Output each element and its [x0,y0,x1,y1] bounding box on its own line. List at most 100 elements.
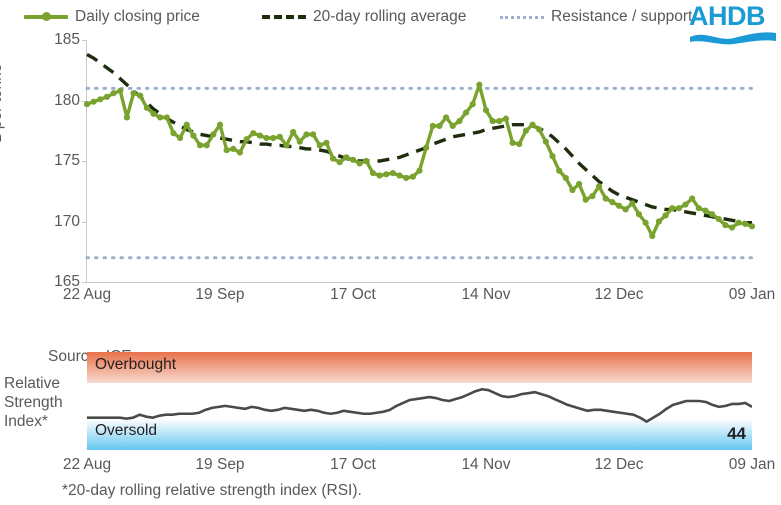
y-tick-mark-175 [82,161,87,162]
price-point [123,114,130,121]
price-point [496,117,503,125]
rsi-x-tick-5: 09 Jan [728,456,776,473]
price-point [157,114,164,121]
price-point [230,145,237,152]
oversold-label: Oversold [95,422,158,439]
price-point [263,134,270,142]
rsi-x-tick-4: 12 Dec [594,456,644,473]
price-point [722,222,729,229]
legend-label-resistance-support: Resistance / support [551,8,693,25]
rsi-series-svg [87,387,752,423]
price-point [250,130,257,137]
price-point [615,202,623,209]
price-point [349,156,357,163]
price-point [163,114,170,121]
price-point [549,153,556,160]
x-tick-3: 14 Nov [461,286,511,303]
price-point [369,170,377,177]
price-point [642,219,649,226]
price-point [276,133,283,140]
y-tick-175: 175 [54,152,80,169]
y-tick-180: 180 [54,91,80,109]
legend-swatch-solid-line-icon [24,12,68,21]
price-point [669,205,676,212]
rsi-axis-title: Relative Strength Index* [4,374,84,431]
overbought-band [87,352,752,383]
rsi-x-tick-2: 17 Oct [330,456,376,473]
price-plot-area [83,40,756,282]
rsi-footnote: *20-day rolling relative strength index … [62,482,362,499]
price-point [243,136,250,143]
price-point [443,114,450,121]
price-point [196,142,204,149]
rsi-line [87,387,752,423]
price-point [416,167,423,174]
x-axis-line [86,282,752,283]
price-point [329,155,337,162]
price-point [542,138,549,145]
y-tick-mark-165 [82,282,87,283]
price-point [190,132,197,139]
price-point [582,196,589,203]
price-point [655,218,663,225]
legend-swatch-dashed-line-icon [262,15,306,19]
price-point [203,142,210,149]
price-point [216,121,224,128]
legend-item-daily-closing-price: Daily closing price [24,4,200,30]
price-point [735,219,742,226]
price-point [396,172,403,179]
price-point [97,96,104,103]
price-series-svg [83,53,756,260]
price-point [462,109,470,116]
price-point [609,199,616,206]
price-point [110,90,117,97]
price-point [210,131,217,138]
price-point [682,201,689,208]
price-point [715,215,722,223]
price-point [143,104,150,111]
price-point [183,121,190,128]
overbought-label: Overbought [95,356,176,373]
price-point [595,183,603,190]
price-point [622,206,629,213]
price-point [356,160,363,167]
price-point [283,142,290,149]
rsi-plot-area: Overbought Oversold 44 [87,352,752,450]
price-point [316,142,323,149]
price-point [489,117,496,125]
price-point [429,122,436,130]
price-point [476,81,483,88]
price-point [529,121,536,128]
legend-label-daily-closing-price: Daily closing price [75,8,200,25]
price-point [290,128,297,136]
price-point [509,139,516,146]
price-point [482,107,490,114]
y-tick-mark-180 [82,100,87,102]
price-point [323,139,330,146]
price-point [150,110,157,117]
price-point [649,232,656,240]
rsi-title-line-1: Relative [4,375,60,392]
price-point [409,173,416,180]
price-point [223,147,230,154]
price-point [423,144,430,151]
price-point [709,211,716,218]
price-point [456,117,463,125]
rsi-title-line-3: Index* [4,413,48,430]
price-point [728,224,736,231]
price-point [695,205,702,212]
price-point [629,200,636,207]
price-point [436,122,443,130]
rsi-x-tick-3: 14 Nov [461,456,511,473]
ahdb-logo: AHDB [689,2,777,45]
price-point [376,172,383,179]
price-point [310,131,317,138]
price-point [635,211,643,218]
price-point [137,92,144,99]
x-tick-2: 17 Oct [330,286,376,303]
legend-label-rolling-average: 20-day rolling average [313,8,467,25]
price-point [130,90,137,97]
y-tick-mark-185 [82,40,87,41]
